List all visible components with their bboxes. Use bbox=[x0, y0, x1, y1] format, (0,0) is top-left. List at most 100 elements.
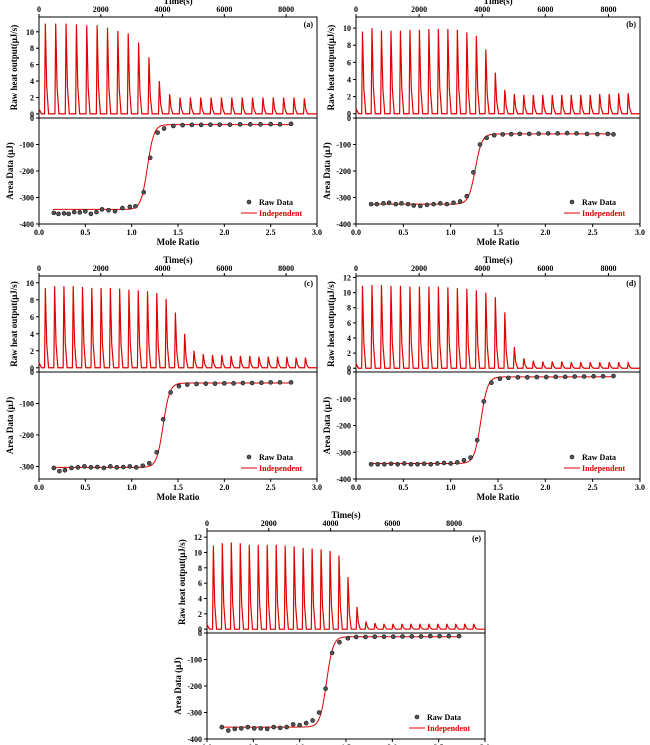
area-axis-label: Area Data (μJ) bbox=[322, 397, 332, 454]
raw-heat-axis-label: Raw heat output(μJ/s) bbox=[9, 281, 19, 367]
legend-independent-label: Independent bbox=[259, 209, 302, 218]
raw-heat-y-tick-label: 12 bbox=[194, 533, 202, 542]
raw-data-point bbox=[345, 635, 351, 641]
area-axis-label: Area Data (μJ) bbox=[5, 142, 15, 199]
raw-data-point bbox=[127, 464, 133, 469]
legend-independent-label: Independent bbox=[259, 464, 302, 473]
raw-data-point bbox=[381, 634, 387, 640]
panel-label: (e) bbox=[472, 534, 481, 543]
raw-data-point bbox=[564, 130, 570, 136]
chart-panel-e: 0 2000 4000 6000 8000 Time(s) 0 2 4 6 8 10 12 Raw hea… bbox=[173, 510, 490, 745]
raw-heat-plot-frame bbox=[38, 16, 318, 119]
mole-ratio-tick-label: 3.0 bbox=[312, 483, 322, 492]
raw-data-point bbox=[508, 131, 514, 137]
panel-label: (b) bbox=[626, 20, 636, 29]
area-y-tick-label: 0 bbox=[347, 368, 351, 377]
raw-data-point bbox=[147, 155, 153, 161]
time-tick-label: 6000 bbox=[537, 264, 553, 273]
time-tick-label: 6000 bbox=[384, 519, 400, 528]
chart-panel-b: 0 2000 4000 6000 8000 Time(s) 0 2 4 6 8 10 Raw heat … bbox=[322, 0, 645, 247]
raw-heat-y-tick-label: 10 bbox=[343, 289, 351, 298]
raw-data-point bbox=[71, 209, 77, 215]
legend-independent-label: Independent bbox=[582, 209, 625, 218]
legend-raw-data-label: Raw Data bbox=[582, 453, 616, 462]
raw-heat-y-tick-label: 8 bbox=[347, 304, 351, 313]
raw-data-point bbox=[415, 461, 420, 467]
area-y-tick-label: -400 bbox=[187, 735, 202, 744]
raw-data-point bbox=[208, 122, 213, 127]
mole-ratio-tick-label: 2.0 bbox=[540, 228, 550, 237]
independent-fit-line bbox=[52, 124, 292, 210]
raw-data-point bbox=[277, 725, 283, 731]
raw-data-point bbox=[226, 728, 231, 733]
raw-data-point bbox=[584, 131, 590, 137]
raw-data-point bbox=[57, 468, 62, 474]
raw-heat-y-tick-label: 4 bbox=[198, 594, 202, 603]
time-tick-label: 2000 bbox=[261, 519, 277, 528]
raw-data-point bbox=[62, 467, 68, 473]
mole-ratio-tick-label: 2.5 bbox=[266, 228, 276, 237]
panel-label: (d) bbox=[626, 279, 636, 288]
mole-ratio-tick-label: 2.5 bbox=[588, 483, 598, 492]
raw-data-point bbox=[562, 374, 568, 380]
raw-data-point bbox=[368, 201, 374, 207]
raw-data-point bbox=[94, 209, 99, 215]
raw-data-point bbox=[395, 461, 400, 467]
area-axis-label: Area Data (μJ) bbox=[322, 142, 332, 199]
time-tick-label: 4000 bbox=[155, 264, 171, 273]
raw-heat-y-tick-label: 6 bbox=[30, 313, 34, 322]
mole-ratio-tick-label: 1.0 bbox=[295, 743, 305, 745]
raw-data-point bbox=[399, 201, 404, 206]
time-tick-label: 0 bbox=[354, 5, 358, 14]
raw-heat-axis-label: Raw heat output(μJ/s) bbox=[9, 25, 19, 111]
raw-data-point bbox=[591, 373, 596, 379]
raw-data-point bbox=[337, 639, 342, 645]
raw-data-point bbox=[451, 200, 456, 206]
time-tick-label: 8000 bbox=[600, 264, 616, 273]
raw-data-point bbox=[194, 381, 199, 387]
raw-data-point bbox=[500, 132, 506, 137]
independent-fit-line bbox=[220, 636, 460, 728]
time-tick-label: 2000 bbox=[93, 5, 109, 14]
raw-data-point bbox=[386, 200, 392, 206]
raw-heat-y-tick-label: 4 bbox=[30, 330, 34, 339]
raw-data-point bbox=[605, 131, 611, 137]
raw-data-point bbox=[247, 122, 253, 127]
raw-heat-y-tick-label: 0 bbox=[30, 364, 34, 373]
raw-data-point bbox=[448, 461, 453, 466]
raw-heat-y-tick-label: 2 bbox=[198, 610, 202, 619]
raw-data-point bbox=[363, 634, 368, 640]
area-y-tick-label: -100 bbox=[19, 399, 34, 408]
mole-ratio-tick-label: 0.5 bbox=[80, 483, 90, 492]
raw-data-point bbox=[471, 170, 476, 175]
raw-data-point bbox=[134, 465, 139, 470]
mole-ratio-tick-label: 0.5 bbox=[398, 228, 408, 237]
raw-data-point bbox=[428, 461, 434, 467]
raw-data-point bbox=[611, 132, 616, 137]
legend-raw-data-marker bbox=[569, 199, 575, 205]
raw-data-point bbox=[581, 374, 587, 379]
raw-data-point bbox=[572, 374, 577, 379]
raw-data-point bbox=[217, 122, 222, 127]
raw-data-point bbox=[303, 720, 309, 726]
raw-data-point bbox=[553, 374, 559, 380]
time-tick-label: 0 bbox=[205, 519, 209, 528]
raw-data-point bbox=[108, 464, 113, 469]
raw-data-point bbox=[381, 201, 386, 206]
raw-data-point bbox=[454, 460, 460, 465]
raw-data-point bbox=[212, 381, 218, 386]
time-tick-label: 4000 bbox=[155, 5, 171, 14]
mole-ratio-tick-label: 1.5 bbox=[173, 228, 183, 237]
raw-data-point bbox=[497, 376, 503, 381]
mole-ratio-tick-label: 1.5 bbox=[493, 483, 503, 492]
raw-data-point bbox=[316, 710, 322, 715]
raw-data-point bbox=[140, 463, 146, 469]
area-y-tick-label: -300 bbox=[336, 448, 351, 457]
raw-data-point bbox=[555, 131, 560, 136]
mole-ratio-tick-label: 3.0 bbox=[312, 228, 322, 237]
raw-data-point bbox=[141, 189, 147, 195]
raw-data-point bbox=[297, 722, 302, 728]
raw-data-point bbox=[323, 686, 328, 691]
raw-data-point bbox=[288, 121, 294, 127]
